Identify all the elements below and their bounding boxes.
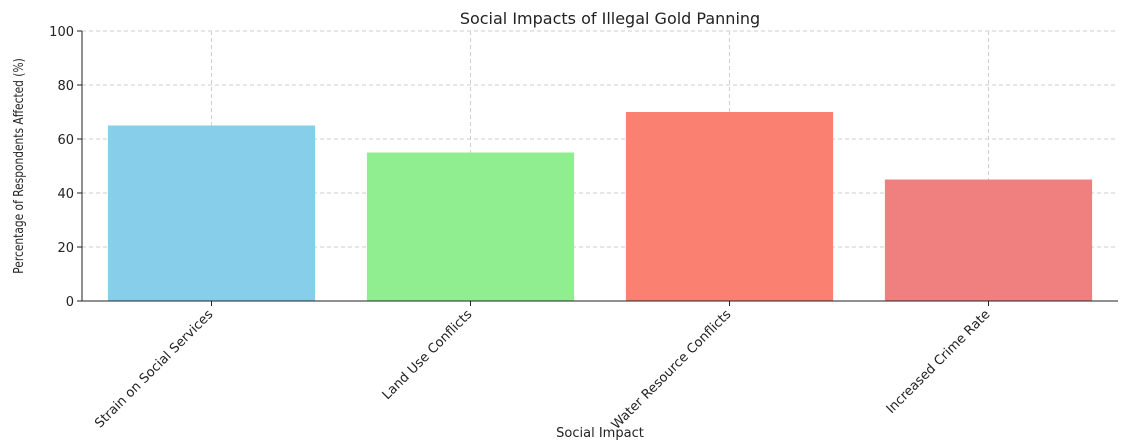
bar [625, 112, 834, 301]
y-tick-label: 0 [66, 295, 74, 310]
bars [107, 112, 1093, 301]
chart-title: Social Impacts of Illegal Gold Panning [460, 9, 760, 28]
y-tick-label: 80 [57, 79, 74, 94]
x-tick-label: Strain on Social Services [92, 307, 216, 431]
x-axis-label: Social Impact [556, 426, 644, 440]
y-tick-label: 20 [57, 241, 74, 256]
y-ticks: 0 20 40 60 80 100 [49, 25, 82, 310]
x-tick-label: Increased Crime Rate [884, 307, 994, 417]
bar [884, 179, 1093, 301]
y-axis-label: Percentage of Respondents Affected (%) [11, 58, 26, 273]
bar [107, 125, 316, 301]
axes [81, 31, 1118, 302]
x-tick-label: Water Resource Conflicts [609, 307, 735, 433]
y-tick-label: 100 [49, 25, 74, 40]
y-tick-label: 60 [57, 133, 74, 148]
x-tick-label: Land Use Conflicts [380, 307, 476, 403]
x-ticks: Strain on Social Services Land Use Confli… [92, 301, 993, 433]
y-tick-label: 40 [57, 187, 74, 202]
bar [366, 152, 575, 301]
